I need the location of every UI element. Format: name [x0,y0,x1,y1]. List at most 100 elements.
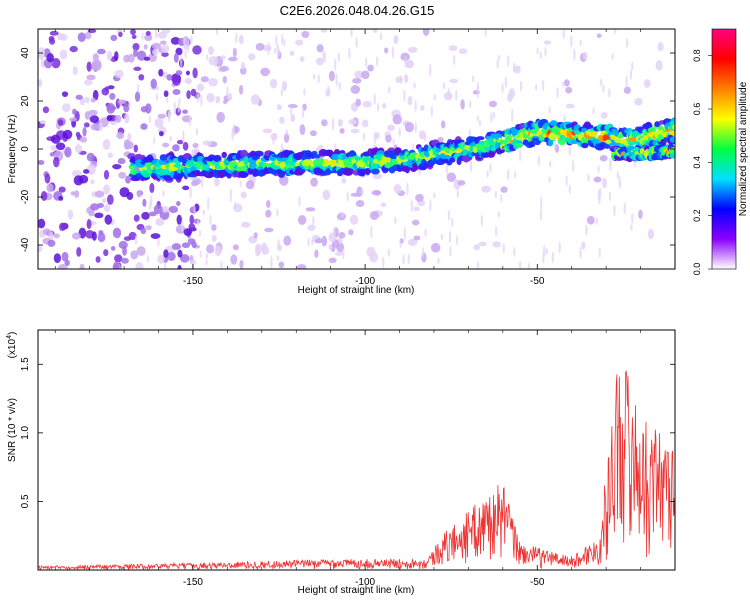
heat-cell [548,176,551,183]
heat-cell [106,50,113,61]
heat-cell [543,40,552,45]
heat-cell [489,163,492,173]
heat-cell [476,81,480,91]
heat-cell [123,139,131,150]
heat-cell [84,31,92,40]
y-tick-label: 0.5 [20,494,31,508]
heat-cell [581,241,586,250]
heat-cell [312,73,316,80]
heat-cell [219,65,229,72]
heat-cell [58,186,66,193]
heat-cell [209,214,212,226]
heat-cell [568,146,572,156]
heat-cell [206,54,209,61]
heat-cell [202,209,206,216]
heat-cell [255,42,265,51]
heat-cell [623,86,631,94]
heat-cell [275,34,278,46]
heat-cell [122,246,127,256]
heat-cell [588,131,597,137]
heat-cell [634,97,643,106]
heat-cell [69,117,77,122]
heat-cell [47,239,56,247]
heat-cell [142,198,147,207]
heat-cell [544,47,547,57]
heat-cell [136,50,147,61]
heat-cell [38,78,43,87]
heat-cell [273,47,277,55]
heat-cell [565,123,572,129]
x-tick-label: -50 [530,577,545,588]
heat-cell [348,150,357,157]
heat-cell [303,159,312,167]
heat-cell [192,67,198,79]
heat-cell [207,197,210,211]
heat-cell [362,101,372,108]
heat-cell [91,60,102,71]
heat-cell [309,130,317,137]
heat-cell [144,33,153,42]
heat-cell [126,192,134,201]
heat-cell [175,70,183,76]
heat-cell [195,127,199,136]
heat-cell [481,185,491,193]
heat-cell [579,246,582,259]
heat-cell [376,102,380,112]
heat-cell [316,44,324,53]
heat-cell [348,229,354,236]
heat-cell [182,185,190,191]
heat-cell [133,214,140,222]
heat-cell [79,136,88,143]
heat-cell [647,127,657,134]
heat-cell [92,89,99,101]
heat-cell [476,261,480,269]
colorbar-tick-label: 0.2 [692,209,702,222]
heat-cell [348,118,357,125]
heat-cell [629,69,633,81]
heat-cell [587,173,590,182]
heat-cell [592,107,595,115]
heat-cell [190,88,197,97]
heat-cell [70,191,76,196]
heat-cell [548,106,551,114]
heat-cell [267,41,270,56]
heat-cell [343,167,354,176]
heat-cell [75,94,83,100]
heat-cell [182,157,188,164]
heat-cell [372,29,378,34]
heat-cell [445,163,449,176]
heat-cell [130,29,136,36]
heat-cell [208,78,218,87]
heat-cell [311,150,318,155]
heat-cell [123,236,132,241]
heat-cell [385,134,392,143]
heat-cell [166,96,169,104]
x-tick-label: -100 [355,577,375,588]
heat-cell [193,205,196,213]
heat-cell [469,160,473,173]
heat-cell [87,29,97,34]
heat-cell [380,202,387,208]
heat-cell [278,261,285,269]
heat-cell [599,186,602,199]
heat-cell [205,253,209,260]
heat-cell [478,241,487,247]
heat-cell [162,142,170,148]
heat-cell [404,122,415,133]
heat-cell [155,93,159,102]
heat-cell [136,189,142,198]
heat-cell [331,117,335,131]
heat-cell [228,56,238,62]
heat-cell [168,205,179,214]
heat-cell [354,70,364,79]
heat-cell [373,93,376,105]
heat-cell [262,128,273,134]
heat-cell [83,79,93,86]
heat-cell [421,247,425,258]
colorbar-tick-label: 0.0 [692,263,702,276]
heat-cell [337,118,343,127]
heat-cell [536,47,539,55]
heat-cell [269,78,278,89]
heat-cell [554,143,560,153]
heat-cell [476,136,485,141]
